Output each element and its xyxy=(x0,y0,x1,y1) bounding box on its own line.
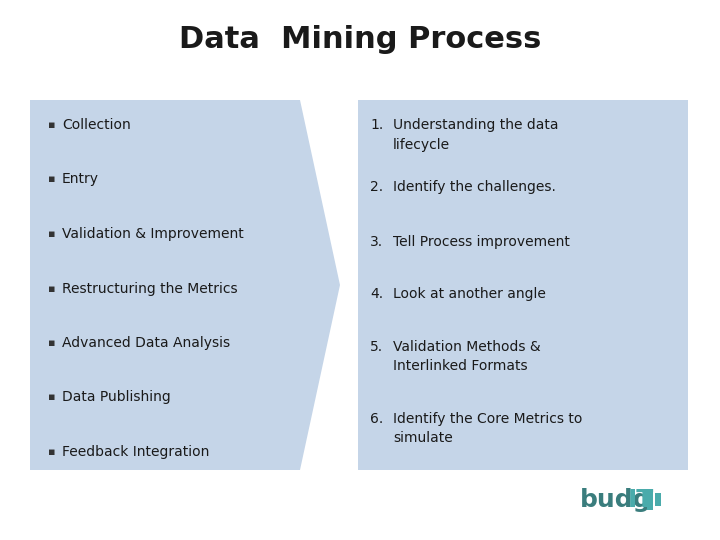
Text: ▪: ▪ xyxy=(48,174,55,185)
Text: ▪: ▪ xyxy=(48,120,55,130)
Text: Feedback Integration: Feedback Integration xyxy=(62,445,210,459)
Bar xyxy=(655,493,661,506)
Text: ▪: ▪ xyxy=(48,447,55,457)
Text: budg: budg xyxy=(580,488,652,512)
Text: Data  Mining Process: Data Mining Process xyxy=(179,25,541,55)
Text: Identify the Core Metrics to
simulate: Identify the Core Metrics to simulate xyxy=(393,412,582,445)
Text: Data Publishing: Data Publishing xyxy=(62,390,171,404)
Text: Understanding the data
lifecycle: Understanding the data lifecycle xyxy=(393,118,559,152)
Text: Entry: Entry xyxy=(62,172,99,186)
Bar xyxy=(358,100,688,470)
Text: Look at another angle: Look at another angle xyxy=(393,287,546,301)
Text: Collection: Collection xyxy=(62,118,131,132)
Text: 2.: 2. xyxy=(370,180,383,194)
Text: 5.: 5. xyxy=(370,340,383,354)
Text: 1.: 1. xyxy=(370,118,383,132)
Text: Validation Methods &
Interlinked Formats: Validation Methods & Interlinked Formats xyxy=(393,340,541,374)
Text: Identify the challenges.: Identify the challenges. xyxy=(393,180,556,194)
Text: ▪: ▪ xyxy=(48,284,55,294)
Text: ▪: ▪ xyxy=(48,338,55,348)
Text: 4.: 4. xyxy=(370,287,383,301)
Bar xyxy=(647,492,653,510)
Text: ▪: ▪ xyxy=(48,229,55,239)
Polygon shape xyxy=(30,100,340,470)
Text: 6.: 6. xyxy=(370,412,383,426)
Text: Validation & Improvement: Validation & Improvement xyxy=(62,227,244,241)
Text: 3.: 3. xyxy=(370,235,383,249)
Text: ▪: ▪ xyxy=(48,393,55,402)
Text: Advanced Data Analysis: Advanced Data Analysis xyxy=(62,336,230,350)
Text: Tell Process improvement: Tell Process improvement xyxy=(393,235,570,249)
Text: Restructuring the Metrics: Restructuring the Metrics xyxy=(62,281,238,295)
Text: IT: IT xyxy=(628,488,654,512)
